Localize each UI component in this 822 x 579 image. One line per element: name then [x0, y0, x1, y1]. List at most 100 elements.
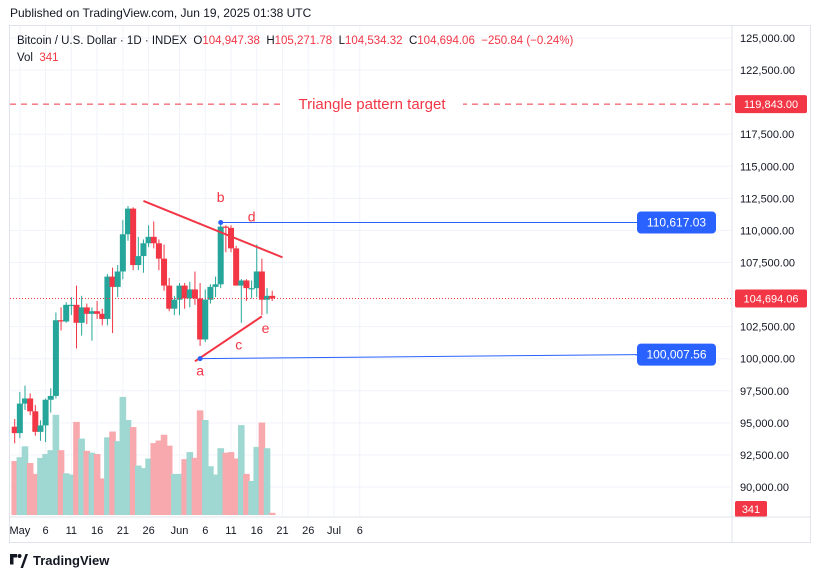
- candle-body: [191, 289, 198, 299]
- candle-body: [166, 285, 173, 309]
- y-tick-label: 112,500.00: [740, 193, 794, 205]
- volume-bar: [181, 459, 188, 515]
- open-label: O: [193, 35, 203, 47]
- change-value: −250.84 (−0.24%): [481, 35, 574, 47]
- close-label: C: [408, 35, 418, 47]
- brand-name: TradingView: [33, 553, 110, 568]
- volume-bar: [212, 474, 219, 515]
- candle-body: [104, 276, 111, 319]
- volume-bar: [243, 473, 250, 515]
- candle-body: [269, 295, 276, 299]
- level-callout[interactable]: [637, 211, 716, 234]
- volume-bar: [268, 512, 276, 515]
- volume-bar: [57, 450, 65, 515]
- volume-bar: [83, 450, 91, 515]
- candle-body: [243, 280, 250, 289]
- volume-bar: [222, 452, 230, 515]
- volume-bar: [253, 446, 261, 515]
- volume-bar: [217, 448, 224, 515]
- target-label-bg: [283, 95, 463, 114]
- x-tick-label: 11: [225, 525, 236, 537]
- candle-body: [253, 271, 260, 289]
- level-anchor-dot[interactable]: [197, 356, 203, 362]
- candle-body: [264, 295, 271, 300]
- candle-body: [197, 298, 204, 340]
- volume-bar: [263, 448, 271, 515]
- volume-bar: [37, 457, 44, 515]
- volume-bar: [155, 440, 163, 515]
- candle-body: [171, 299, 178, 309]
- volume-bars: [11, 396, 276, 515]
- candle-body: [27, 398, 34, 412]
- volume-bar: [73, 421, 80, 515]
- volume-bar: [98, 478, 106, 515]
- candle-body: [155, 243, 162, 259]
- candle-body: [37, 425, 44, 432]
- symbol-legend: Bitcoin / U.S. Dollar · 1D · INDEX O104,…: [17, 35, 573, 47]
- y-tick-label: 125,000.00: [740, 33, 795, 45]
- volume-bar: [62, 473, 70, 515]
- annotations: Triangle pattern target 119,843.00 104,694…: [10, 95, 807, 517]
- candle-body: [22, 398, 28, 404]
- candle-body: [78, 307, 85, 323]
- candle-body: [130, 208, 137, 266]
- volume-bar: [88, 452, 96, 515]
- trendline-upper[interactable]: [143, 199, 283, 259]
- y-tick-label: 92,500.00: [740, 450, 789, 462]
- open-value: 104,947.38: [202, 35, 260, 47]
- candle-body: [68, 304, 75, 307]
- candle-body: [135, 256, 142, 266]
- volume-bar: [248, 480, 255, 515]
- candle-body: [222, 226, 229, 228]
- volume-bar: [186, 452, 194, 515]
- volume-bar: [26, 462, 34, 515]
- volume-bar: [227, 452, 235, 515]
- level-anchor-dot[interactable]: [218, 220, 224, 226]
- y-tick-label: 110,000.00: [740, 225, 794, 237]
- target-label: Triangle pattern target: [298, 96, 446, 113]
- candle-body: [181, 285, 188, 299]
- wave-label: c: [235, 337, 242, 353]
- low-value: 104,534.32: [345, 35, 403, 47]
- high-value: 105,271.78: [274, 35, 333, 47]
- high-label: H: [266, 35, 275, 47]
- level-callout-text: 100,007.56: [646, 348, 706, 362]
- last-price-text: 104,694.06: [743, 293, 798, 305]
- candle-body: [202, 299, 209, 340]
- x-tick-label: May: [9, 525, 30, 537]
- candle-body: [207, 286, 214, 300]
- candle-body: [32, 411, 39, 432]
- y-tick-label: 122,500.00: [740, 65, 795, 77]
- volume-bar: [165, 445, 173, 515]
- candles: [11, 206, 276, 444]
- x-tick-label: 21: [276, 525, 288, 537]
- volume-bar: [207, 466, 214, 515]
- level-callout[interactable]: [637, 343, 716, 366]
- volume-bar: [104, 437, 111, 515]
- candle-body: [212, 284, 219, 287]
- volume-bar: [232, 458, 240, 515]
- chart-frame: [9, 25, 811, 543]
- y-tick-label: 102,500.00: [740, 322, 795, 334]
- level-line[interactable]: [200, 354, 638, 360]
- tradingview-logo[interactable]: TradingView: [10, 553, 109, 568]
- volume-bar: [68, 474, 75, 515]
- wave-label: a: [196, 362, 204, 378]
- published-caption: Published on TradingView.com, Jun 19, 20…: [10, 6, 312, 20]
- trendline-lower[interactable]: [194, 315, 263, 363]
- candle-body: [11, 426, 18, 434]
- level-callout-text: 110,617.03: [647, 216, 706, 230]
- volume-bar: [201, 419, 209, 515]
- candle-body: [114, 271, 121, 287]
- candle-body: [42, 399, 49, 426]
- volume-bar: [78, 438, 85, 515]
- candle-body: [73, 304, 80, 323]
- volume-bar: [238, 425, 245, 515]
- y-tick-label: 97,500.00: [740, 386, 789, 398]
- y-tick-label: 100,000.00: [740, 354, 795, 366]
- volume-bar: [196, 410, 204, 515]
- wave-label: b: [217, 189, 225, 205]
- candle-body: [63, 304, 70, 322]
- x-tick-label: 21: [117, 525, 129, 537]
